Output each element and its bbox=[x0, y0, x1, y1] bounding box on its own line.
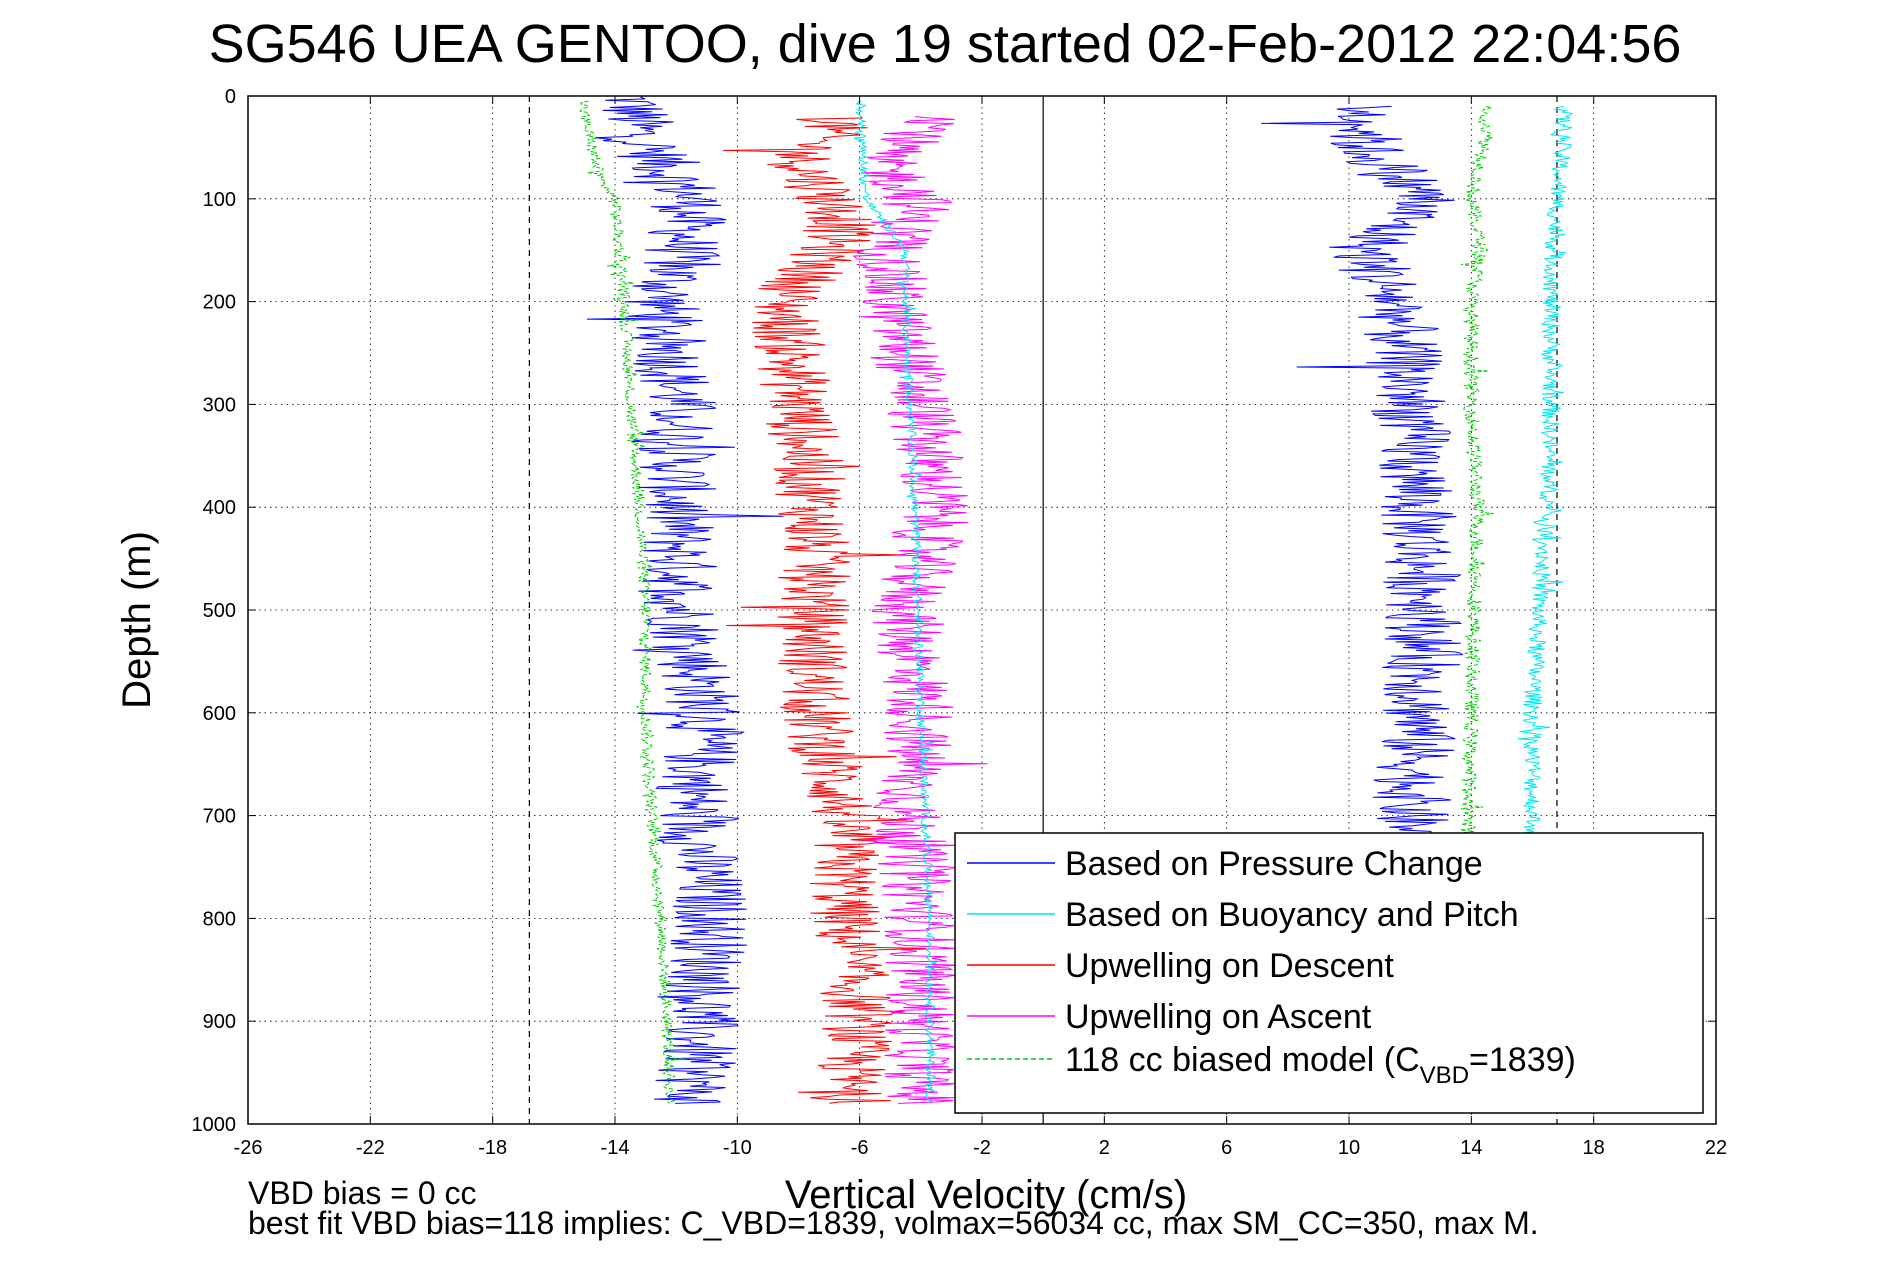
series-line bbox=[722, 116, 927, 1104]
x-tick-label: 14 bbox=[1460, 1137, 1482, 1159]
y-tick-label: 400 bbox=[203, 497, 236, 519]
x-axis-label: Vertical Velocity (cm/s) bbox=[785, 1173, 1187, 1217]
series-line bbox=[586, 95, 784, 1104]
x-tick-label: -2 bbox=[973, 1137, 991, 1159]
y-tick-label: 0 bbox=[225, 86, 236, 108]
y-axis-label: Depth (m) bbox=[115, 531, 159, 709]
legend-entry: Based on Pressure Change bbox=[1065, 845, 1483, 883]
y-tick-label: 300 bbox=[203, 394, 236, 416]
x-tick-label: -10 bbox=[723, 1137, 752, 1159]
y-tick-label: 600 bbox=[203, 703, 236, 725]
vbd-bias-text: VBD bias = 0 cc bbox=[248, 1175, 477, 1211]
y-axis: 0 100 200 300 400 500 600 700 800 900 1000 bbox=[192, 86, 1716, 1136]
y-tick-label: 900 bbox=[203, 1011, 236, 1033]
legend-entry-tail: =1839) bbox=[1469, 1041, 1576, 1079]
x-tick-label: -26 bbox=[234, 1137, 263, 1159]
footer: VBD bias = 0 cc best fit VBD bias=118 im… bbox=[248, 1175, 1539, 1241]
best-fit-text: best fit VBD bias=118 implies: C_VBD=183… bbox=[248, 1205, 1539, 1241]
x-tick-label: 6 bbox=[1221, 1137, 1232, 1159]
legend-box bbox=[954, 832, 1704, 1114]
x-tick-label: -18 bbox=[478, 1137, 507, 1159]
series-line bbox=[1456, 105, 1494, 1104]
y-tick-label: 100 bbox=[203, 189, 236, 211]
legend: Based on Pressure Change Based on Buoyanc… bbox=[954, 832, 1704, 1114]
chart-title: SG546 UEA GENTOO, dive 19 started 02-Feb… bbox=[209, 14, 1682, 74]
y-tick-label: 200 bbox=[203, 292, 236, 314]
x-tick-label: 10 bbox=[1338, 1137, 1360, 1159]
series-line bbox=[579, 100, 686, 1104]
legend-entry: 118 cc biased model (CVBD=1839) bbox=[1065, 1041, 1576, 1089]
legend-entry-main: 118 cc biased model (C bbox=[1065, 1041, 1420, 1079]
x-tick-label: 22 bbox=[1705, 1137, 1727, 1159]
y-tick-label: 800 bbox=[203, 908, 236, 930]
x-tick-label: 18 bbox=[1583, 1137, 1605, 1159]
y-tick-label: 1000 bbox=[192, 1114, 237, 1136]
y-tick-label: 700 bbox=[203, 806, 236, 828]
x-tick-label: -6 bbox=[851, 1137, 869, 1159]
x-tick-label: -14 bbox=[601, 1137, 630, 1159]
x-tick-label: -22 bbox=[356, 1137, 385, 1159]
x-tick-label: 2 bbox=[1099, 1137, 1110, 1159]
legend-entry: Upwelling on Ascent bbox=[1065, 998, 1372, 1036]
legend-entry: Upwelling on Descent bbox=[1065, 947, 1394, 985]
y-tick-label: 500 bbox=[203, 600, 236, 622]
x-axis: -26 -22 -18 -14 -10 -6 -2 2 6 10 14 18 22 bbox=[234, 96, 1727, 1159]
series-line bbox=[852, 116, 988, 1104]
legend-entry-subscript: VBD bbox=[1420, 1062, 1469, 1089]
legend-entry: Based on Buoyancy and Pitch bbox=[1065, 896, 1519, 934]
series-line bbox=[853, 101, 938, 1104]
